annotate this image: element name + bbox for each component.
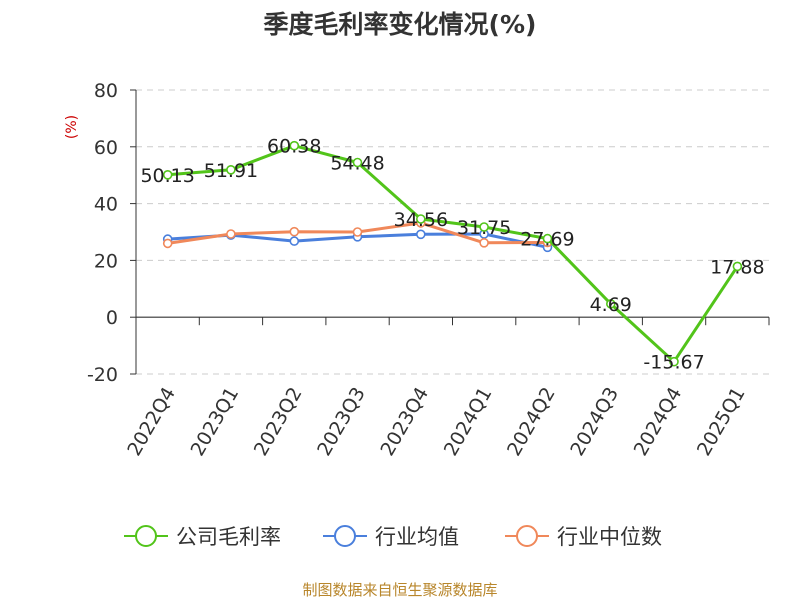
data-label: 51.91 [204,160,258,182]
data-point [479,222,489,232]
legend: 公司毛利率 行业均值 行业中位数 [124,525,662,549]
x-tick-label: 2024Q2 [503,384,560,460]
data-point [732,261,743,272]
data-label: 27.69 [520,229,574,251]
legend-label: 行业中位数 [557,525,662,549]
data-label: 60.38 [267,136,321,158]
y-tick-label: 0 [106,307,118,329]
data-point [415,229,426,240]
data-point [289,140,300,151]
data-label: -15.67 [643,352,704,374]
data-point [289,236,300,246]
data-label: 17.88 [710,256,764,278]
data-label: 4.69 [590,294,632,316]
x-tick-label: 2024Q4 [630,384,687,460]
data-label: 54.48 [330,152,384,174]
series-line [167,144,739,364]
x-tick-label: 2023Q4 [376,384,433,460]
legend-marker [334,525,356,547]
legend-label: 公司毛利率 [176,525,281,549]
data-point [352,227,363,237]
x-tick-label: 2023Q3 [313,384,370,460]
data-point [352,157,363,168]
x-tick-label: 2024Q1 [440,384,497,460]
data-point [289,226,300,237]
data-point [226,165,236,175]
data-point [669,356,679,367]
data-label-layer: 50.13 51.91 60.38 54.48 34.56 31.75 27.69 4.69 -… [140,136,764,374]
x-tick-label: 2023Q2 [250,384,307,460]
x-tick-label: 2022Q4 [123,384,180,460]
y-tick-label: 80 [94,80,118,102]
legend-label: 行业均值 [375,525,459,549]
chart-title: 季度毛利率变化情况(%) [264,10,537,39]
y-tick-label: 20 [94,250,118,272]
y-tick-label: 40 [94,194,118,216]
data-label: 34.56 [394,209,448,231]
x-tick-label: 2023Q1 [187,384,244,460]
legend-marker [516,525,538,547]
data-point [542,233,553,244]
x-tick-label: 2025Q1 [693,384,750,460]
data-point [162,238,173,249]
data-label: 50.13 [140,165,194,187]
axis-layer: -20 0 20 40 60 80 2022Q4 2023Q1 2023Q2 2023Q3 2023… [87,80,770,460]
x-tick-label: 2024Q3 [566,384,623,460]
data-point [162,170,173,180]
data-label: 31.75 [457,217,511,239]
y-axis-unit: (%) [64,115,80,139]
data-point [415,214,426,224]
y-tick-label: -20 [87,364,118,386]
data-point [479,238,489,248]
source-note: 制图数据来自恒生聚源数据库 [302,581,497,599]
legend-marker [135,525,157,547]
data-point [226,229,236,239]
series-layer [162,140,743,367]
data-point [605,299,616,309]
y-tick-label: 60 [94,137,118,159]
